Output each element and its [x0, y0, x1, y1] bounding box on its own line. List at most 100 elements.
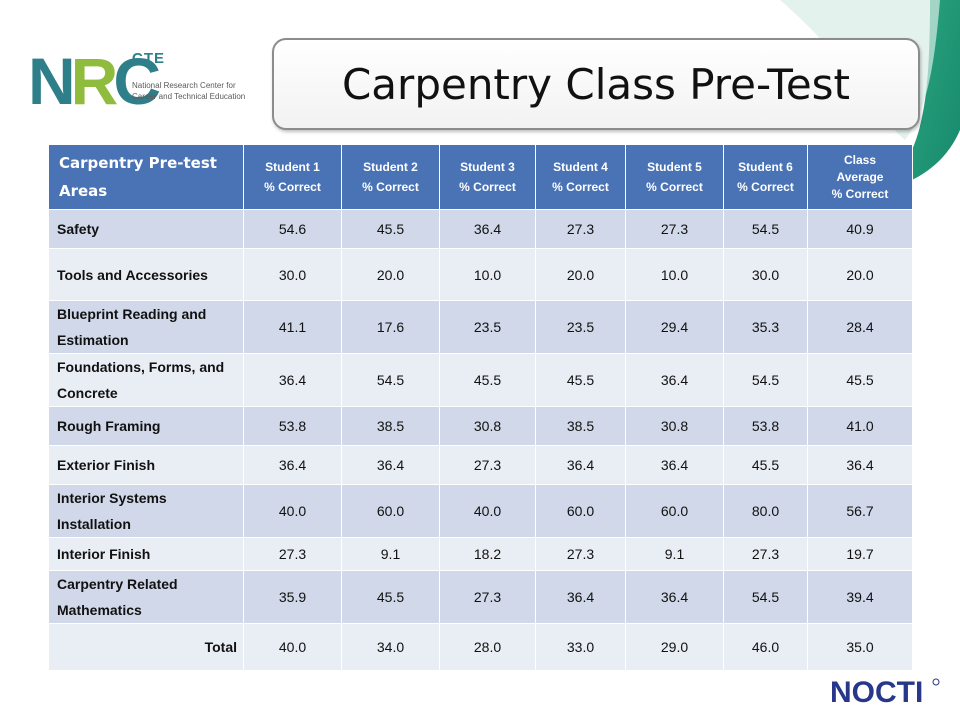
- nrc-cte-logo: NRC CTE National Research Center for Car…: [28, 48, 258, 114]
- score-cell: 10.0: [439, 248, 536, 301]
- score-cell: 10.0: [625, 248, 724, 301]
- score-cell: 36.4: [341, 445, 440, 485]
- score-cell: 27.3: [723, 537, 808, 571]
- score-cell: 60.0: [341, 484, 440, 538]
- score-cell: 36.4: [625, 353, 724, 407]
- nrc-logo-letters: NRC: [28, 44, 161, 118]
- class-average-cell: 20.0: [807, 248, 913, 301]
- score-cell: 60.0: [535, 484, 626, 538]
- score-cell: 30.0: [723, 248, 808, 301]
- table-row: Exterior Finish 36.4 36.4 27.3 36.4 36.4 45.5 3…: [48, 445, 913, 485]
- header-student-6: Student 6% Correct: [723, 144, 808, 210]
- score-cell: 23.5: [439, 300, 536, 354]
- score-cell: 54.5: [723, 353, 808, 407]
- cte-logo-text: CTE: [132, 50, 165, 67]
- nocti-logo-text: NOCTI: [830, 676, 923, 708]
- organization-name: National Research Center for Career and …: [132, 81, 246, 101]
- class-average-cell: 41.0: [807, 406, 913, 446]
- score-cell: 38.5: [535, 406, 626, 446]
- score-cell: 30.8: [625, 406, 724, 446]
- header-student-1: Student 1% Correct: [243, 144, 342, 210]
- score-cell: 34.0: [341, 623, 440, 671]
- slide-title: Carpentry Class Pre-Test: [341, 59, 851, 109]
- area-name: Interior Systems Installation: [48, 484, 244, 538]
- score-cell: 54.5: [723, 209, 808, 249]
- score-cell: 20.0: [535, 248, 626, 301]
- score-cell: 53.8: [723, 406, 808, 446]
- score-cell: 38.5: [341, 406, 440, 446]
- score-cell: 28.0: [439, 623, 536, 671]
- score-cell: 30.8: [439, 406, 536, 446]
- score-cell: 45.5: [439, 353, 536, 407]
- score-cell: 54.6: [243, 209, 342, 249]
- score-cell: 27.3: [439, 570, 536, 624]
- table-row: Foundations, Forms, and Concrete 36.4 54.5…: [48, 353, 913, 407]
- score-cell: 27.3: [439, 445, 536, 485]
- class-average-cell: 36.4: [807, 445, 913, 485]
- header-areas: Carpentry Pre-test Areas: [48, 144, 244, 210]
- score-cell: 27.3: [625, 209, 724, 249]
- class-average-cell: 45.5: [807, 353, 913, 407]
- table-row: Rough Framing 53.8 38.5 30.8 38.5 30.8 53.8 41.…: [48, 406, 913, 446]
- score-cell: 20.0: [341, 248, 440, 301]
- pretest-results-table: Carpentry Pre-test Areas Student 1% Corr…: [48, 144, 913, 671]
- score-cell: 27.3: [535, 537, 626, 571]
- class-average-cell: 28.4: [807, 300, 913, 354]
- score-cell: 17.6: [341, 300, 440, 354]
- score-cell: 40.0: [243, 484, 342, 538]
- score-cell: 45.5: [341, 209, 440, 249]
- score-cell: 45.5: [535, 353, 626, 407]
- score-cell: 35.3: [723, 300, 808, 354]
- score-cell: 80.0: [723, 484, 808, 538]
- score-cell: 54.5: [341, 353, 440, 407]
- total-label: Total: [48, 623, 244, 671]
- header-student-4: Student 4% Correct: [535, 144, 626, 210]
- score-cell: 27.3: [243, 537, 342, 571]
- class-average-cell: 39.4: [807, 570, 913, 624]
- score-cell: 9.1: [341, 537, 440, 571]
- area-name: Interior Finish: [48, 537, 244, 571]
- class-average-cell: 19.7: [807, 537, 913, 571]
- score-cell: 41.1: [243, 300, 342, 354]
- table-header-row: Carpentry Pre-test Areas Student 1% Corr…: [48, 144, 913, 210]
- score-cell: 53.8: [243, 406, 342, 446]
- area-name: Rough Framing: [48, 406, 244, 446]
- score-cell: 36.4: [243, 445, 342, 485]
- score-cell: 36.4: [535, 445, 626, 485]
- table-body: Safety 54.6 45.5 36.4 27.3 27.3 54.5 40.9 Tools …: [48, 209, 913, 671]
- area-name: Tools and Accessories: [48, 248, 244, 301]
- class-average-cell: 56.7: [807, 484, 913, 538]
- score-cell: 40.0: [243, 623, 342, 671]
- score-cell: 9.1: [625, 537, 724, 571]
- header-student-3: Student 3% Correct: [439, 144, 536, 210]
- score-cell: 54.5: [723, 570, 808, 624]
- table-row: Blueprint Reading and Estimation 41.1 17.6…: [48, 300, 913, 354]
- area-name: Safety: [48, 209, 244, 249]
- score-cell: 36.4: [243, 353, 342, 407]
- table-row: Interior Systems Installation 40.0 60.0 40.…: [48, 484, 913, 538]
- score-cell: 23.5: [535, 300, 626, 354]
- score-cell: 60.0: [625, 484, 724, 538]
- score-cell: 33.0: [535, 623, 626, 671]
- class-average-cell: 35.0: [807, 623, 913, 671]
- score-cell: 30.0: [243, 248, 342, 301]
- table-row: Safety 54.6 45.5 36.4 27.3 27.3 54.5 40.9: [48, 209, 913, 249]
- area-name: Blueprint Reading and Estimation: [48, 300, 244, 354]
- header-class-average: Class Average% Correct: [807, 144, 913, 210]
- header-student-2: Student 2% Correct: [341, 144, 440, 210]
- score-cell: 45.5: [341, 570, 440, 624]
- class-average-cell: 40.9: [807, 209, 913, 249]
- score-cell: 45.5: [723, 445, 808, 485]
- area-name: Carpentry Related Mathematics: [48, 570, 244, 624]
- score-cell: 36.4: [439, 209, 536, 249]
- score-cell: 29.0: [625, 623, 724, 671]
- score-cell: 35.9: [243, 570, 342, 624]
- score-cell: 36.4: [535, 570, 626, 624]
- score-cell: 36.4: [625, 570, 724, 624]
- area-name: Foundations, Forms, and Concrete: [48, 353, 244, 407]
- score-cell: 18.2: [439, 537, 536, 571]
- table-row: Carpentry Related Mathematics 35.9 45.5 27.…: [48, 570, 913, 624]
- area-name: Exterior Finish: [48, 445, 244, 485]
- score-cell: 40.0: [439, 484, 536, 538]
